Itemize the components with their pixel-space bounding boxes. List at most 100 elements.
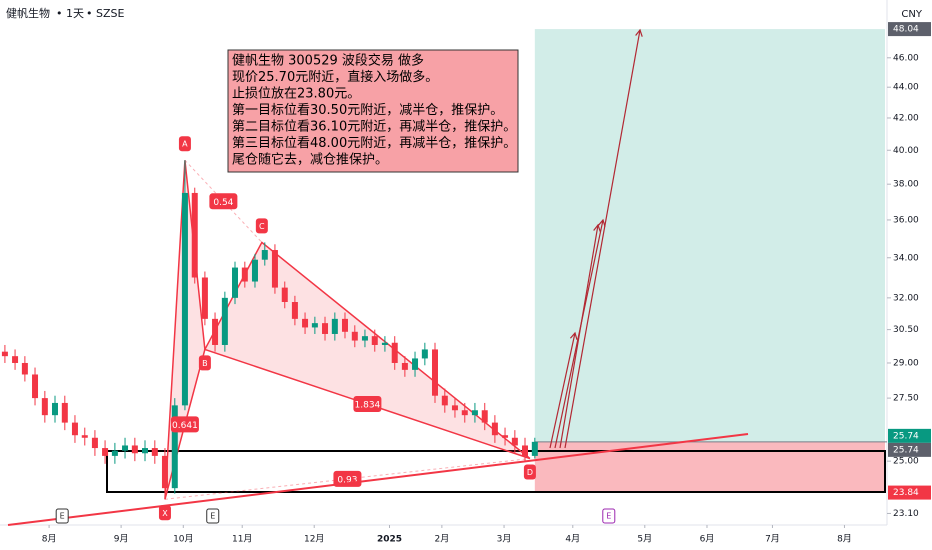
x-tick-label: 8月 xyxy=(837,534,852,545)
annotation-line: 第一目标位看30.50元附近，减半仓，推保护。 xyxy=(232,102,503,118)
x-tick-label: 2月 xyxy=(434,534,449,545)
candle-body xyxy=(271,250,278,288)
candle-body xyxy=(471,410,478,416)
candle-body xyxy=(141,448,148,454)
candle-body xyxy=(181,192,188,406)
y-tick-label: 46.00 xyxy=(893,53,919,63)
profit-zone xyxy=(534,29,885,442)
annotation-line: 第三目标位看48.00元附近，再减半仓，推保护。 xyxy=(232,135,516,151)
candle-body xyxy=(361,336,368,341)
x-tick-label: 4月 xyxy=(565,534,580,545)
candle-body xyxy=(521,445,528,456)
range-box xyxy=(106,450,886,493)
point-box xyxy=(255,218,268,234)
candle-body xyxy=(311,323,318,328)
candle-body xyxy=(441,395,448,406)
x-tick-label: 9月 xyxy=(114,534,129,545)
candle-body xyxy=(511,437,518,446)
ratio-box xyxy=(353,395,382,412)
candle-body xyxy=(122,445,129,451)
candle-body xyxy=(461,410,468,416)
point-label: A xyxy=(182,140,188,149)
x-tick-label: 5月 xyxy=(637,534,652,545)
candle-body xyxy=(32,374,39,399)
arrow-head xyxy=(569,331,578,340)
ratio-label: 0.93 xyxy=(337,475,357,485)
stop-price-bg xyxy=(888,485,931,500)
candle-body xyxy=(111,450,118,456)
stop-zone xyxy=(534,441,885,493)
x-tick-label: 12月 xyxy=(304,534,324,545)
candle-body xyxy=(261,250,268,260)
candle-body xyxy=(431,349,438,396)
ratio-label: 1.834 xyxy=(355,400,381,410)
point-label: X xyxy=(162,509,168,518)
x-tick-label: 6月 xyxy=(700,534,715,545)
annotation-line: 健帆生物 300529 波段交易 做多 xyxy=(232,53,424,69)
annotation-line: 尾仓随它去，减仓推保护。 xyxy=(232,152,388,168)
event-label: E xyxy=(60,512,65,521)
candle-body xyxy=(91,437,98,449)
interval: 1天 xyxy=(66,7,84,20)
y-tick-label: 27.50 xyxy=(893,394,919,404)
candle-body xyxy=(21,362,28,375)
point-box xyxy=(523,464,536,480)
y-tick-label: 32.00 xyxy=(893,293,919,303)
candle-body xyxy=(451,405,458,411)
point-box xyxy=(158,505,171,521)
annotation-line: 止损位放在23.80元。 xyxy=(232,87,360,102)
target-price: 48.04 xyxy=(893,25,919,35)
candle-body xyxy=(151,448,158,456)
candle-body xyxy=(481,410,488,423)
candle-body xyxy=(221,297,228,345)
candle-body xyxy=(81,435,88,438)
pattern-ratio-line xyxy=(164,349,206,500)
exchange: SZSE xyxy=(96,7,125,20)
point-label: C xyxy=(259,222,265,231)
candle-body xyxy=(491,422,498,436)
x-tick-label: 8月 xyxy=(42,534,57,545)
entry-price-bg xyxy=(888,428,931,443)
point-box xyxy=(198,355,211,371)
annotation-box xyxy=(227,49,519,173)
pattern-ratio-line xyxy=(164,458,530,500)
y-tick-label: 38.00 xyxy=(893,180,919,190)
y-tick-label: 23.10 xyxy=(893,509,919,519)
x-tick-label: 3月 xyxy=(497,534,512,545)
y-tick-label: 30.50 xyxy=(893,325,919,335)
candle-body xyxy=(61,402,68,423)
candle-body xyxy=(201,277,208,319)
candle-body xyxy=(371,336,378,345)
separator: • xyxy=(56,7,63,20)
event-box xyxy=(602,508,616,524)
point-label: B xyxy=(202,359,208,368)
candle-body xyxy=(341,318,348,332)
event-box xyxy=(206,508,220,524)
candle-body xyxy=(232,267,239,298)
candle-body xyxy=(381,342,388,345)
candle-body xyxy=(171,405,178,489)
x-tick-label: 2025 xyxy=(377,535,402,545)
candle-body xyxy=(281,287,288,303)
x-tick-label: 11月 xyxy=(232,534,252,545)
target-arrow xyxy=(564,29,641,449)
candle-body xyxy=(401,362,408,370)
candle-body xyxy=(161,455,168,489)
event-label: E xyxy=(606,512,611,521)
candle-body xyxy=(51,402,58,416)
last-price-bg xyxy=(888,442,931,457)
y-tick-label: 44.00 xyxy=(893,83,919,93)
ratio-box xyxy=(170,416,199,433)
candle-body xyxy=(291,302,298,319)
point-box xyxy=(178,136,191,152)
annotation-line: 第二目标位看36.10元附近，再减半仓，推保护。 xyxy=(232,119,516,135)
ratio-box xyxy=(209,193,238,210)
y-tick-label: 40.00 xyxy=(893,146,919,156)
candle-body xyxy=(412,358,419,370)
candle-body xyxy=(212,318,219,345)
candle-body xyxy=(102,448,109,456)
y-tick-label: 34.00 xyxy=(893,253,919,263)
candle-body xyxy=(41,398,48,416)
arrow-head xyxy=(635,28,643,37)
stop-price: 23.84 xyxy=(893,488,919,498)
